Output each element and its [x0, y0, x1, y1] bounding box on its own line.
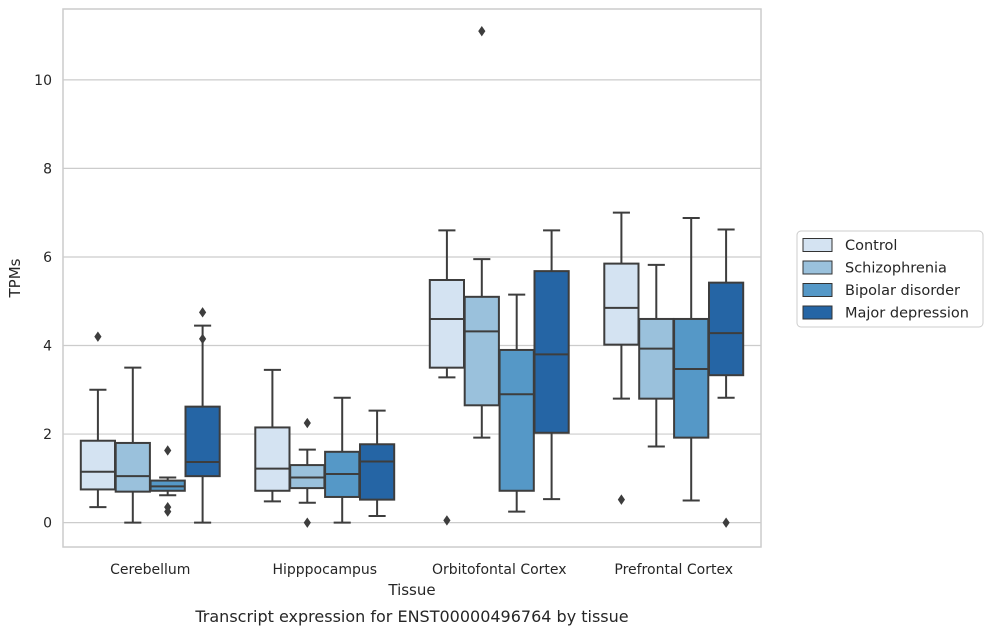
x-axis-label: Tissue	[387, 581, 435, 599]
box-group	[324, 396, 361, 524]
legend-swatch	[802, 260, 833, 275]
outlier-point	[443, 515, 451, 526]
box-iqr	[184, 405, 221, 478]
outlier-point	[164, 506, 172, 517]
box-iqr	[428, 278, 466, 369]
x-tick-label: Cerebellum	[110, 562, 190, 578]
boxes	[79, 25, 745, 528]
box-iqr	[498, 348, 535, 492]
box-group	[184, 307, 221, 524]
box-group	[463, 25, 500, 439]
legend-frame	[796, 230, 984, 328]
box-iqr	[254, 426, 291, 492]
legend-label: Control	[845, 238, 897, 254]
outlier-point	[303, 517, 311, 528]
box-iqr	[79, 439, 117, 491]
box-group	[149, 445, 186, 517]
box-group	[638, 263, 675, 448]
x-tick-label: Prefrontal Cortex	[614, 562, 733, 578]
y-tick-label: 0	[43, 516, 52, 532]
outlier-point	[478, 25, 486, 37]
y-tick-label: 6	[43, 250, 52, 266]
plot-frame	[62, 8, 762, 548]
legend-swatch	[802, 305, 833, 320]
box-group	[428, 229, 466, 526]
box-group	[114, 366, 151, 524]
y-axis-label: TPMs	[6, 258, 24, 298]
box-iqr	[533, 270, 570, 434]
grid-lines	[63, 79, 761, 524]
box-group	[498, 293, 535, 513]
outlier-point	[94, 331, 102, 342]
box-iqr	[707, 281, 745, 377]
outlier-point	[722, 517, 730, 528]
outlier-point	[199, 307, 207, 318]
legend: Control Schizophrenia Bipolar disorder Majo…	[796, 230, 984, 328]
box-iqr	[358, 443, 396, 501]
box-group	[289, 417, 326, 528]
y-tick-label: 10	[34, 73, 52, 89]
box-iqr	[463, 295, 500, 407]
legend-label: Bipolar disorder	[845, 283, 960, 299]
outlier-point	[199, 333, 207, 345]
legend-swatch	[802, 283, 833, 297]
legend-label: Major depression	[845, 306, 969, 322]
x-tick-labels: Cerebellum Hipppocampus Orbitofontal Corte…	[110, 562, 733, 578]
box-group	[254, 368, 291, 503]
y-tick-label: 4	[43, 339, 52, 355]
box-group	[673, 217, 710, 502]
box-iqr	[114, 441, 151, 493]
y-tick-label: 2	[43, 427, 52, 443]
outlier-point	[617, 494, 625, 505]
legend-label: Schizophrenia	[845, 261, 947, 277]
outlier-point	[164, 445, 172, 456]
y-tick-label: 8	[43, 161, 52, 177]
chart-caption: Transcript expression for ENST0000049676…	[194, 607, 628, 626]
box-group	[79, 331, 117, 509]
legend-swatch	[802, 238, 833, 252]
box-iqr	[638, 317, 675, 400]
y-tick-labels: 0 2 4 6 8 10	[34, 73, 52, 532]
box-group	[603, 211, 640, 505]
box-iqr	[673, 317, 710, 439]
box-group	[358, 409, 396, 518]
box-group	[707, 228, 745, 528]
x-tick-label: Orbitofontal Cortex	[432, 562, 567, 578]
box-group	[533, 229, 570, 501]
outlier-point	[303, 417, 311, 429]
box-iqr	[603, 262, 640, 346]
x-tick-label: Hipppocampus	[272, 562, 377, 578]
